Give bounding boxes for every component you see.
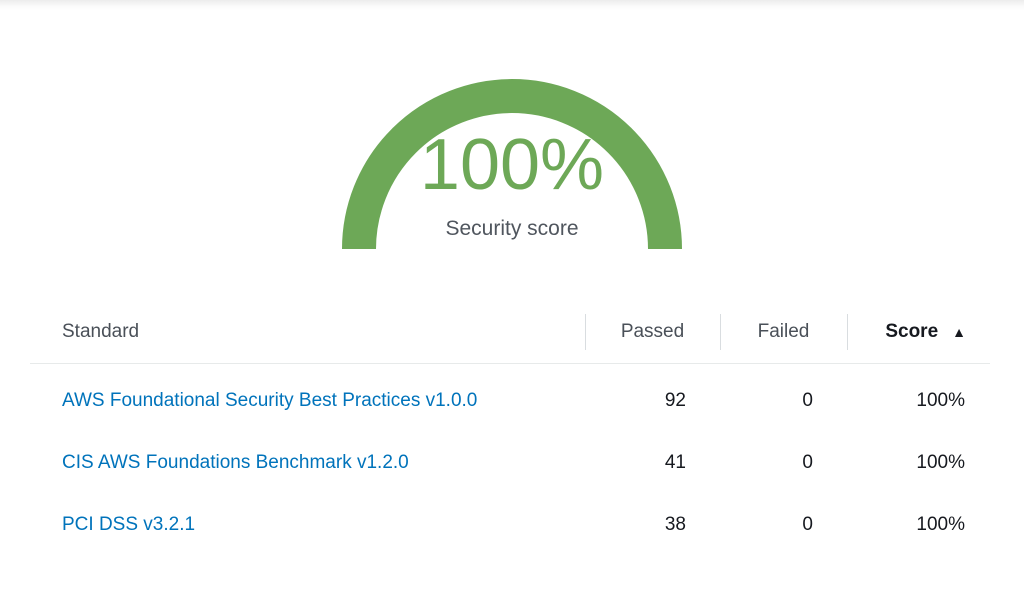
gauge-label: Security score (445, 217, 579, 240)
header-passed-label: Passed (620, 320, 685, 342)
failed-cell: 0 (802, 390, 813, 411)
score-cell: 100% (916, 390, 965, 411)
passed-cell: 41 (664, 452, 686, 473)
page-top-edge (0, 0, 1024, 10)
header-failed[interactable]: Failed (720, 300, 847, 363)
table-header-row: Standard Passed Failed Score ▲ (30, 300, 990, 364)
standard-link[interactable]: PCI DSS v3.2.1 (62, 514, 196, 535)
header-passed[interactable]: Passed (585, 300, 720, 363)
security-score-gauge: 100% Security score (340, 77, 684, 251)
gauge-svg (342, 79, 682, 250)
header-standard: Standard (30, 300, 585, 363)
table-row: CIS AWS Foundations Benchmark v1.2.0 41 … (30, 432, 990, 494)
gauge-score: 100% (419, 125, 605, 205)
failed-cell: 0 (802, 452, 813, 473)
standard-link[interactable]: AWS Foundational Security Best Practices… (62, 390, 478, 411)
standard-cell: CIS AWS Foundations Benchmark v1.2.0 (30, 432, 585, 494)
header-score-label: Score (885, 320, 939, 342)
table-row: PCI DSS v3.2.1 38 0 100% (30, 494, 990, 556)
table-body: AWS Foundational Security Best Practices… (30, 370, 990, 556)
standard-link[interactable]: CIS AWS Foundations Benchmark v1.2.0 (62, 452, 409, 473)
standard-cell: AWS Foundational Security Best Practices… (30, 370, 585, 432)
score-cell: 100% (916, 452, 965, 473)
table-row: AWS Foundational Security Best Practices… (30, 370, 990, 432)
standard-cell: PCI DSS v3.2.1 (30, 494, 585, 556)
header-failed-label: Failed (757, 320, 810, 342)
failed-cell: 0 (802, 514, 813, 535)
score-cell: 100% (916, 514, 965, 535)
sort-ascending-icon: ▲ (952, 323, 966, 340)
standards-table: Standard Passed Failed Score ▲ AWS Found… (30, 300, 990, 556)
gauge-arc (342, 79, 682, 250)
passed-cell: 38 (664, 514, 686, 535)
header-score[interactable]: Score ▲ (847, 300, 990, 363)
passed-cell: 92 (664, 390, 686, 411)
header-standard-label: Standard (62, 320, 140, 342)
